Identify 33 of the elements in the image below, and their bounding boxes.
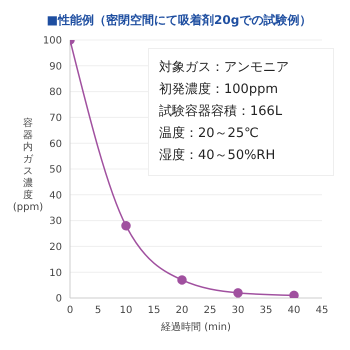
point xyxy=(289,290,299,298)
y-tick-label: 70 xyxy=(49,112,62,124)
y-tick-label: 0 xyxy=(56,294,62,305)
x-tick-label: 40 xyxy=(288,305,300,316)
x-tick-label: 15 xyxy=(148,305,160,316)
x-tick-label: 45 xyxy=(316,305,328,316)
point xyxy=(121,221,131,231)
x-tick-label: 10 xyxy=(120,305,132,316)
y-tick-label: 100 xyxy=(42,36,62,47)
x-tick-label: 35 xyxy=(260,305,272,316)
annotation: 対象ガス：アンモニア xyxy=(159,59,290,77)
y-tick-label: 40 xyxy=(49,190,62,202)
annotation: 湿度：40～50%RH xyxy=(159,147,276,165)
annotation: 試験容器容積：166L xyxy=(159,103,284,121)
x-tick-label: 25 xyxy=(204,305,216,316)
y-axis-title: 容器内ガス濃度(ppm) xyxy=(12,118,44,214)
annotation: 温度：20～25℃ xyxy=(159,125,260,143)
point xyxy=(233,288,243,298)
y-tick-label: 10 xyxy=(49,268,62,279)
y-tick-label: 20 xyxy=(49,242,62,253)
y-tick-label: 30 xyxy=(49,216,62,228)
x-tick-label: 5 xyxy=(94,305,102,316)
y-tick-label: 60 xyxy=(49,138,62,150)
y-tick-label: 90 xyxy=(49,61,62,72)
annotation: 初発濃度：100ppm xyxy=(159,81,279,99)
chart-title: ■性能例（密閉空間にて吸着剤20gでの試験例） xyxy=(46,12,312,29)
y-tick-label: 50 xyxy=(49,164,62,176)
x-tick-label: 20 xyxy=(176,305,188,316)
x-tick-label: 0 xyxy=(66,305,74,316)
point xyxy=(177,275,187,285)
x-axis-title: 経過時間 (min) xyxy=(160,321,232,333)
x-tick-label: 30 xyxy=(232,305,244,316)
y-tick-label: 80 xyxy=(49,87,62,98)
